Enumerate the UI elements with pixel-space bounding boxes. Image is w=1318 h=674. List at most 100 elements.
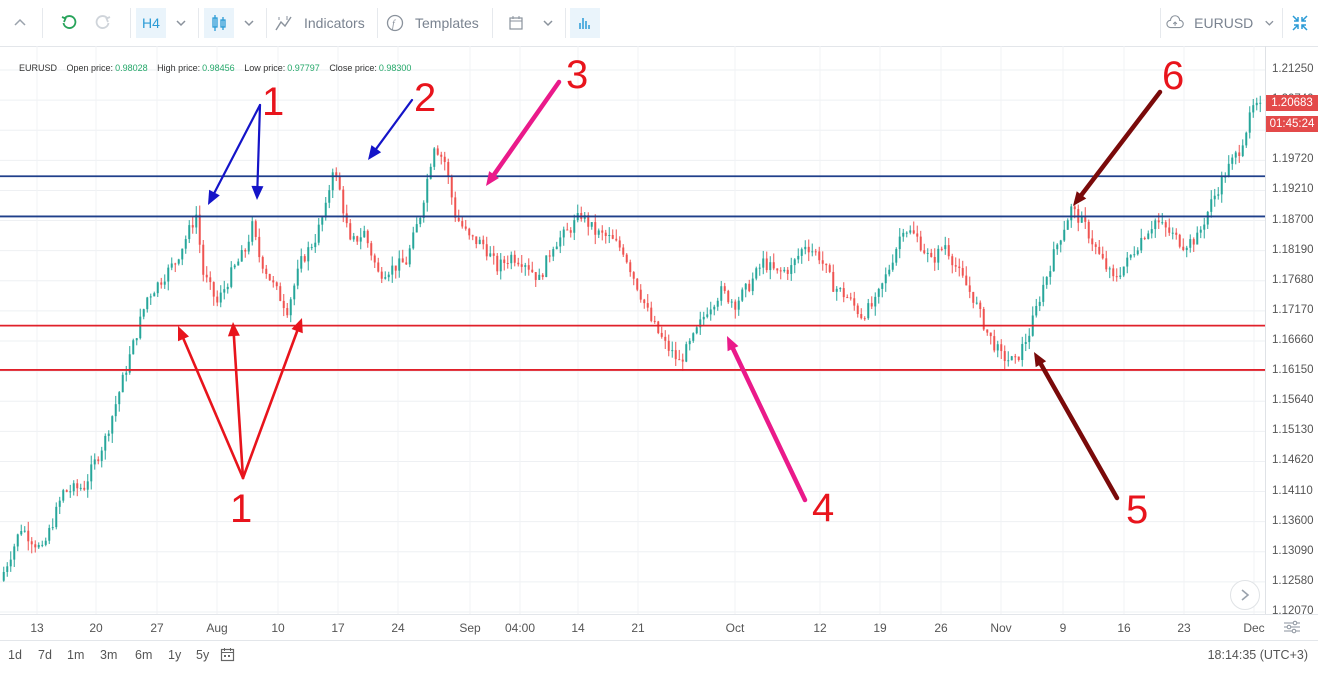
candle-body <box>454 197 457 218</box>
candle-body <box>342 189 345 214</box>
volume-bars-icon[interactable] <box>570 8 600 38</box>
candle-body <box>986 329 989 333</box>
time-tick-label: 19 <box>873 621 887 635</box>
timeframe-chevron-down-icon[interactable] <box>170 0 192 46</box>
candle-body <box>426 178 429 203</box>
candle-body <box>258 236 261 258</box>
period-7d[interactable]: 7d <box>38 648 52 662</box>
time-tick-label: Sep <box>459 621 481 635</box>
candle-body <box>415 224 418 233</box>
axis-settings-icon[interactable] <box>1282 619 1302 640</box>
candle-body <box>240 250 243 262</box>
candle-body <box>891 262 894 270</box>
candle-body <box>391 265 394 275</box>
candle-body <box>923 250 926 254</box>
candle-body <box>1129 254 1132 258</box>
period-1m[interactable]: 1m <box>67 648 85 662</box>
calendar-icon[interactable] <box>504 0 528 46</box>
candle-body <box>44 540 47 545</box>
candle-body <box>139 316 142 339</box>
timeframe-button[interactable]: H4 <box>136 8 166 38</box>
candle-body <box>814 251 817 253</box>
candle-body <box>1108 268 1111 270</box>
candle-body <box>1087 221 1090 239</box>
candle-body <box>282 300 285 309</box>
candlestick-type-icon[interactable] <box>204 8 234 38</box>
candle-body <box>408 248 411 265</box>
candle-body <box>128 354 131 373</box>
period-3m[interactable]: 3m <box>100 648 118 662</box>
candle-body <box>461 221 464 227</box>
chart-type-chevron-down-icon[interactable] <box>238 0 260 46</box>
candle-body <box>877 288 880 297</box>
fullscreen-collapse-icon[interactable] <box>1286 0 1314 46</box>
time-axis[interactable]: 13 20 27 Aug 10 17 24 Sep 04:00 14 21 Oct 12 19 26 Nov 9… <box>0 614 1318 641</box>
period-6m[interactable]: 6m <box>135 648 153 662</box>
candle-body <box>898 236 901 250</box>
candle-body <box>961 268 964 276</box>
symbol-selector[interactable]: EURUSD <box>1166 0 1276 46</box>
current-price-tag: 1.20683 <box>1266 95 1318 111</box>
candle-body <box>629 262 632 273</box>
time-tick-label: 20 <box>89 621 103 635</box>
candle-body <box>874 296 877 307</box>
candle-body <box>965 275 968 286</box>
candle-body <box>1154 220 1157 230</box>
indicators-button[interactable]: Indicators <box>274 0 374 46</box>
calendar-chevron-down-icon[interactable] <box>537 0 559 46</box>
arrow-blue-1a-shaft <box>213 103 262 194</box>
candle-body <box>692 333 695 341</box>
price-chart[interactable] <box>0 46 1265 614</box>
candle-body <box>541 274 544 277</box>
candle-body <box>993 336 996 351</box>
candle-body <box>363 230 366 238</box>
time-tick-label: 12 <box>813 621 827 635</box>
candle-body <box>83 487 86 490</box>
candle-body <box>272 280 275 283</box>
candle-body <box>674 350 677 360</box>
candle-body <box>846 297 849 299</box>
candle-body <box>1220 176 1223 195</box>
candle-body <box>608 235 611 237</box>
arrow-maroon-5-shaft <box>1038 361 1120 501</box>
candle-body <box>198 214 201 245</box>
candle-body <box>135 338 138 341</box>
candle-body <box>587 215 590 227</box>
redo-icon[interactable] <box>90 0 116 46</box>
candle-body <box>216 296 219 303</box>
candle-body <box>881 283 884 289</box>
price-tick-label: 1.13090 <box>1272 544 1314 557</box>
candle-body <box>349 223 352 240</box>
candle-body <box>251 221 254 242</box>
candle-body <box>450 176 453 198</box>
period-1y[interactable]: 1y <box>168 648 182 662</box>
collapse-chevron-up-icon[interactable] <box>6 0 34 46</box>
candle-body <box>489 253 492 257</box>
candle-body <box>818 251 821 261</box>
undo-icon[interactable] <box>56 0 82 46</box>
candle-body <box>632 272 635 279</box>
annotation-2: 2 <box>414 76 437 120</box>
period-1d[interactable]: 1d <box>8 648 22 662</box>
candle-body <box>786 269 789 274</box>
candle-body <box>373 255 376 263</box>
candle-body <box>6 566 9 572</box>
arrow-red-1c-head <box>291 318 303 334</box>
candle-body <box>1073 206 1076 210</box>
candle-body <box>688 340 691 345</box>
candle-body <box>779 270 782 272</box>
date-range-calendar-icon[interactable] <box>220 647 235 667</box>
chart-canvas[interactable] <box>0 46 1265 614</box>
candle-body <box>202 244 205 275</box>
candle-body <box>471 235 474 237</box>
scroll-right-icon[interactable] <box>1230 580 1260 610</box>
candle-body <box>524 265 527 267</box>
candle-body <box>944 245 947 250</box>
candle-body <box>825 263 828 266</box>
candle-body <box>601 230 604 233</box>
clock-timezone[interactable]: 18:14:35 (UTC+3) <box>1207 648 1308 662</box>
period-5y[interactable]: 5y <box>196 648 210 662</box>
annotation-6: 6 <box>1162 54 1185 98</box>
templates-button[interactable]: f Templates <box>386 0 486 46</box>
candle-body <box>55 506 58 528</box>
